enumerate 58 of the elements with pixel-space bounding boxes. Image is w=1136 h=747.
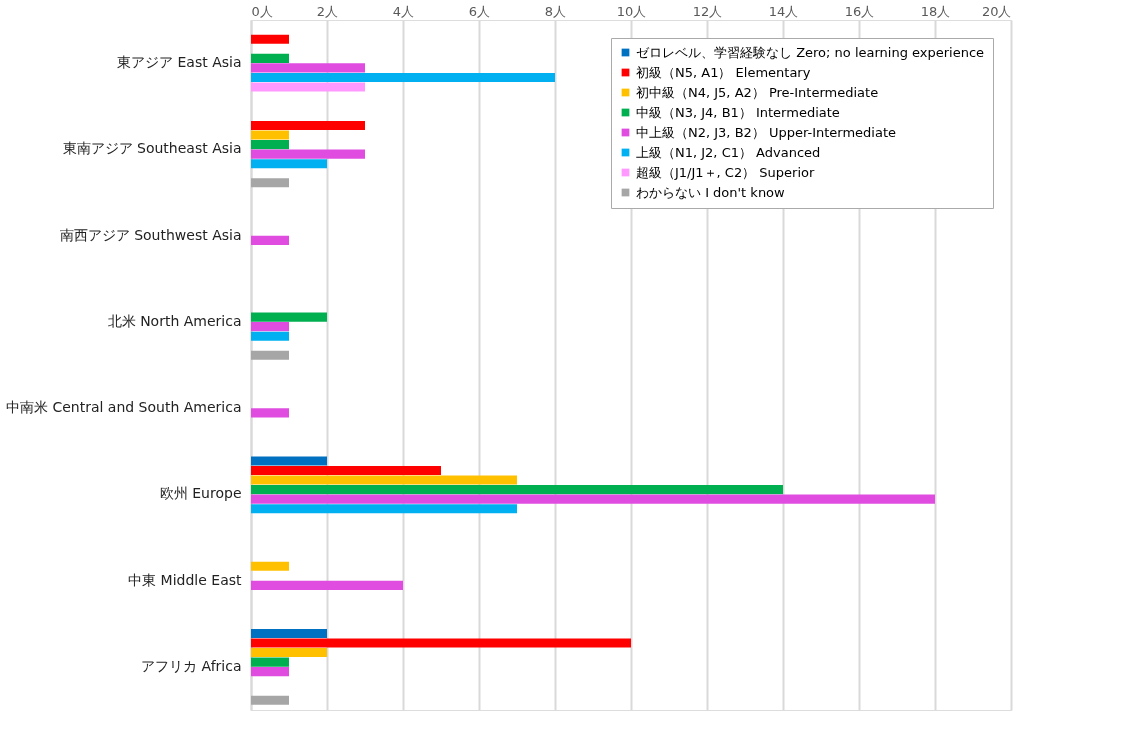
x-tick-label: 6人 bbox=[468, 3, 491, 19]
bar bbox=[251, 82, 365, 92]
bar bbox=[251, 667, 289, 677]
bar bbox=[251, 494, 935, 504]
bar bbox=[251, 140, 289, 150]
x-tick-label: 10人 bbox=[616, 3, 647, 19]
bar bbox=[251, 580, 403, 590]
y-tick-label: 中南米 Central and South America bbox=[5, 399, 242, 416]
bar bbox=[251, 159, 327, 169]
y-tick-label: 東アジア East Asia bbox=[117, 54, 242, 71]
x-tick-label: 18人 bbox=[920, 3, 951, 19]
bar bbox=[251, 331, 289, 341]
bar bbox=[251, 456, 327, 466]
bar bbox=[251, 408, 289, 418]
y-tick-label: アフリカ Africa bbox=[141, 657, 242, 674]
legend-label: 中級（N3, J4, B1） Intermediate bbox=[636, 104, 840, 120]
bar bbox=[251, 350, 289, 360]
legend-label: 超級（J1/J1＋, C2） Superior bbox=[636, 164, 815, 180]
bar bbox=[251, 72, 555, 82]
bar bbox=[251, 657, 289, 667]
legend-label: 中上級（N2, J3, B2） Upper-Intermediate bbox=[636, 124, 897, 140]
legend-label: 初級（N5, A1） Elementary bbox=[636, 64, 811, 80]
x-tick-label: 0人 bbox=[251, 3, 273, 19]
legend-label: わからない I don't know bbox=[636, 184, 786, 200]
legend-label: ゼロレベル、学習経験なし Zero; no learning experience bbox=[636, 44, 985, 60]
legend-label: 初中級（N4, J5, A2） Pre-Intermediate bbox=[636, 84, 879, 100]
x-tick-label: 14人 bbox=[768, 3, 799, 19]
y-tick-label: 中東 Middle East bbox=[128, 571, 242, 588]
bar bbox=[251, 475, 517, 485]
x-tick-label: 16人 bbox=[844, 3, 875, 19]
bar bbox=[251, 312, 327, 322]
bar bbox=[251, 695, 289, 705]
bar bbox=[251, 638, 631, 648]
bar bbox=[251, 465, 441, 476]
bar bbox=[251, 120, 365, 131]
y-tick-label: 欧州 Europe bbox=[159, 485, 242, 502]
bar bbox=[251, 63, 365, 73]
y-tick-label: 東南アジア Southeast Asia bbox=[62, 140, 242, 157]
bar bbox=[251, 648, 327, 658]
x-tick-label: 20人 bbox=[981, 3, 1012, 19]
x-tick-label: 2人 bbox=[316, 3, 339, 19]
bar bbox=[251, 149, 365, 159]
bar bbox=[251, 485, 783, 495]
bar bbox=[251, 561, 289, 571]
bar bbox=[251, 504, 517, 514]
bar bbox=[251, 628, 327, 638]
bar bbox=[251, 53, 289, 63]
bar bbox=[251, 34, 289, 44]
bar bbox=[251, 235, 289, 245]
bar bbox=[251, 178, 289, 188]
x-tick-label: 12人 bbox=[692, 3, 723, 19]
x-tick-label: 8人 bbox=[544, 3, 567, 19]
y-tick-label: 北米 North America bbox=[107, 312, 242, 329]
bar bbox=[251, 130, 289, 140]
x-tick-label: 4人 bbox=[392, 3, 415, 19]
y-tick-label: 南西アジア Southwest Asia bbox=[59, 226, 242, 243]
legend-label: 上級（N1, J2, C1） Advanced bbox=[636, 144, 821, 160]
bar bbox=[251, 322, 289, 332]
